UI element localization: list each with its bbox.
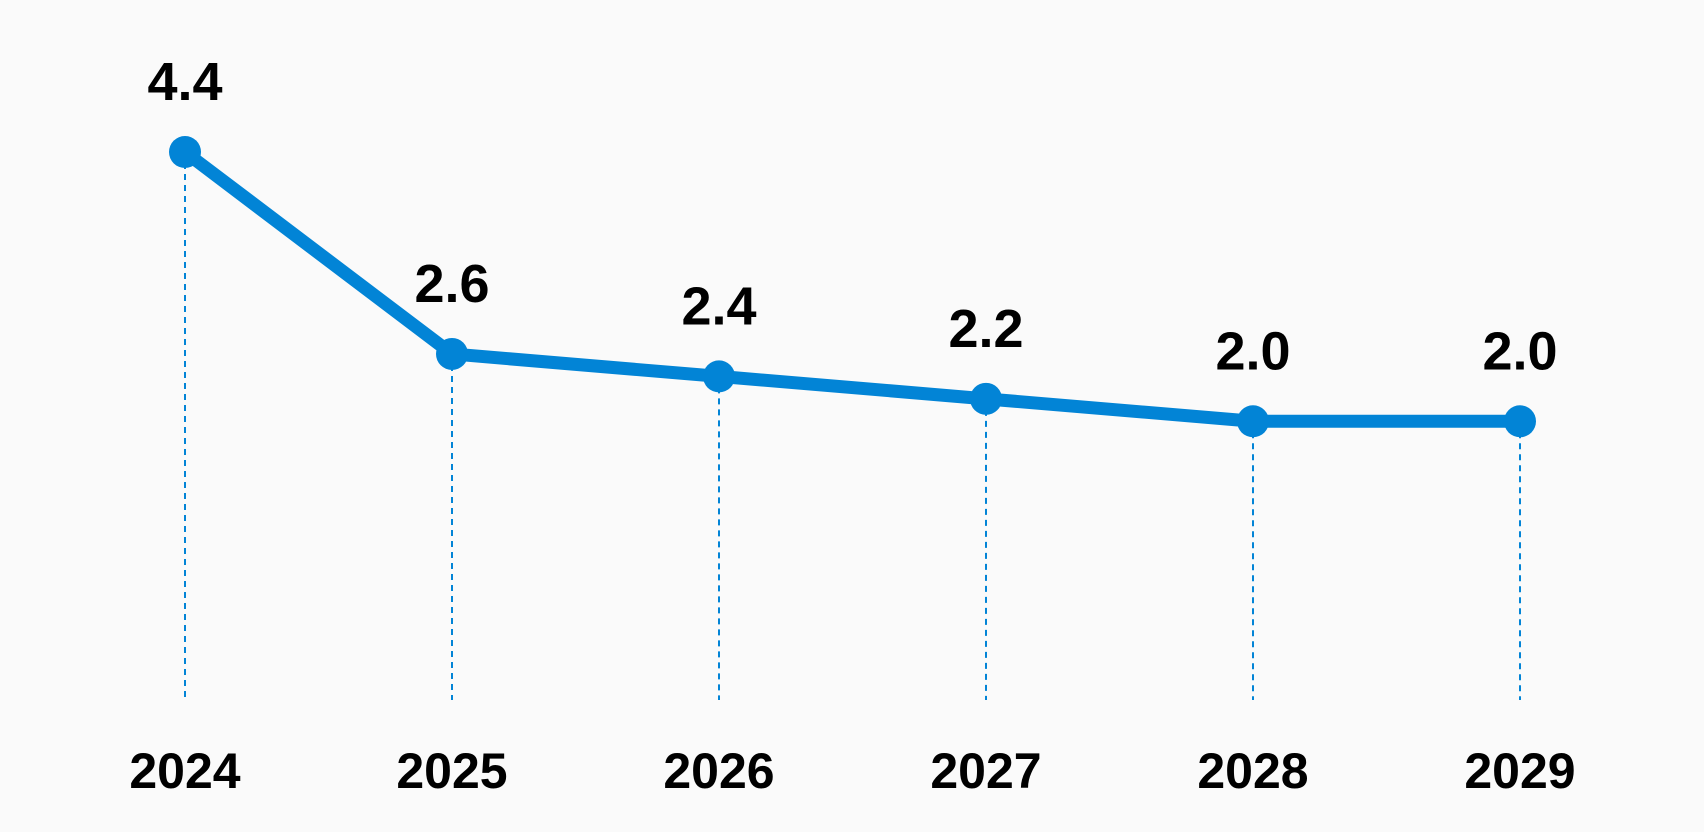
- x-tick-label-2027: 2027: [930, 743, 1041, 799]
- series-line: [178, 145, 1527, 428]
- x-tick-label-2028: 2028: [1197, 743, 1308, 799]
- x-tick-label-2029: 2029: [1464, 743, 1575, 799]
- x-axis-tick-labels: 2024 2025 2026 2027 2028 2029: [129, 743, 1575, 799]
- data-points: [169, 136, 1536, 438]
- x-tick-label-2026: 2026: [663, 743, 774, 799]
- data-label-2029: 2.0: [1482, 321, 1557, 381]
- x-tick-label-2024: 2024: [129, 743, 240, 799]
- data-point-2025: [436, 337, 468, 370]
- data-labels: 4.4 2.6 2.4 2.2 2.0 2.0: [147, 52, 1557, 381]
- data-point-2026: [703, 360, 735, 393]
- data-label-2026: 2.4: [681, 276, 756, 336]
- data-point-2029: [1504, 405, 1536, 438]
- data-point-2027: [970, 382, 1002, 415]
- x-tick-label-2025: 2025: [396, 743, 507, 799]
- data-point-2024: [169, 136, 201, 168]
- series-line-group: [178, 145, 1527, 428]
- drop-lines: [184, 152, 1521, 700]
- data-label-2025: 2.6: [414, 254, 489, 314]
- data-label-2028: 2.0: [1215, 321, 1290, 381]
- data-label-2024: 4.4: [147, 52, 222, 112]
- data-label-2027: 2.2: [948, 299, 1023, 359]
- data-point-2028: [1237, 405, 1269, 438]
